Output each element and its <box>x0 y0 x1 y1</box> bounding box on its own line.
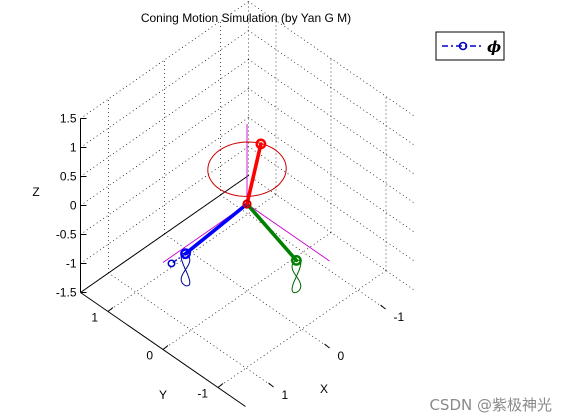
y-tick-labels: -1 0 1 <box>91 307 224 401</box>
y-axis-end-marker <box>180 248 191 260</box>
z-axis-label: Z <box>32 185 39 199</box>
x-tick-label: 1 <box>282 388 289 402</box>
z-axis-cone-circle <box>207 141 287 197</box>
z-tick-label: -1 <box>66 257 77 271</box>
phi-marker <box>167 259 176 268</box>
x-tick-label: 0 <box>338 349 345 363</box>
y-tick-label: 1 <box>91 311 98 325</box>
x-axis-label: X <box>320 382 328 396</box>
grid-line <box>220 194 386 310</box>
plot-title: Coning Motion Simulation (by Yan G M) <box>141 11 351 25</box>
y-tick-mark <box>107 307 114 312</box>
z-tick-label: -1.5 <box>56 286 77 300</box>
x-tick-labels: -1 0 1 <box>268 304 405 402</box>
x-tick-mark <box>268 382 274 388</box>
x-axis-end-marker <box>290 254 302 266</box>
data-layer <box>167 138 302 294</box>
y-axis-label: Y <box>159 388 167 402</box>
y-axis-trajectory <box>180 252 191 287</box>
z-tick-label: 0.5 <box>60 170 77 184</box>
z-tick-label: -0.5 <box>56 228 77 242</box>
x-axis-trajectory <box>291 259 302 294</box>
x-tick-mark <box>380 304 386 310</box>
x-body-axis <box>245 202 299 263</box>
watermark-text: CSDN @紫极神光 <box>429 396 552 414</box>
grid-line <box>164 233 330 349</box>
y-axis-line <box>80 175 249 293</box>
legend-label: ϕ <box>487 38 501 56</box>
grid-line <box>248 117 414 232</box>
z-tick-label: 1.5 <box>60 112 77 126</box>
x-tick-mark <box>324 343 330 349</box>
legend[interactable]: ϕ <box>435 31 505 61</box>
y-body-axis <box>183 202 249 256</box>
grid-layer <box>80 1 414 388</box>
z-tick-label: 1 <box>70 141 77 155</box>
y-tick-mark <box>162 345 169 350</box>
y-tick-mark <box>217 383 224 388</box>
z-body-axis <box>245 142 263 206</box>
x-tick-label: -1 <box>394 310 405 324</box>
reference-axis-line <box>246 203 330 262</box>
grid-line <box>248 1 414 116</box>
origin-marker <box>242 199 252 209</box>
y-tick-label: 0 <box>146 349 153 363</box>
grid-line <box>108 272 274 388</box>
grid-line <box>248 88 414 203</box>
z-tick-labels: -1.5 -1 -0.5 0 0.5 1 1.5 <box>56 112 87 300</box>
z-axis-end-marker <box>255 138 267 150</box>
z-tick-label: 0 <box>70 199 77 213</box>
y-tick-label: -1 <box>197 387 208 401</box>
legend-marker <box>458 41 468 51</box>
